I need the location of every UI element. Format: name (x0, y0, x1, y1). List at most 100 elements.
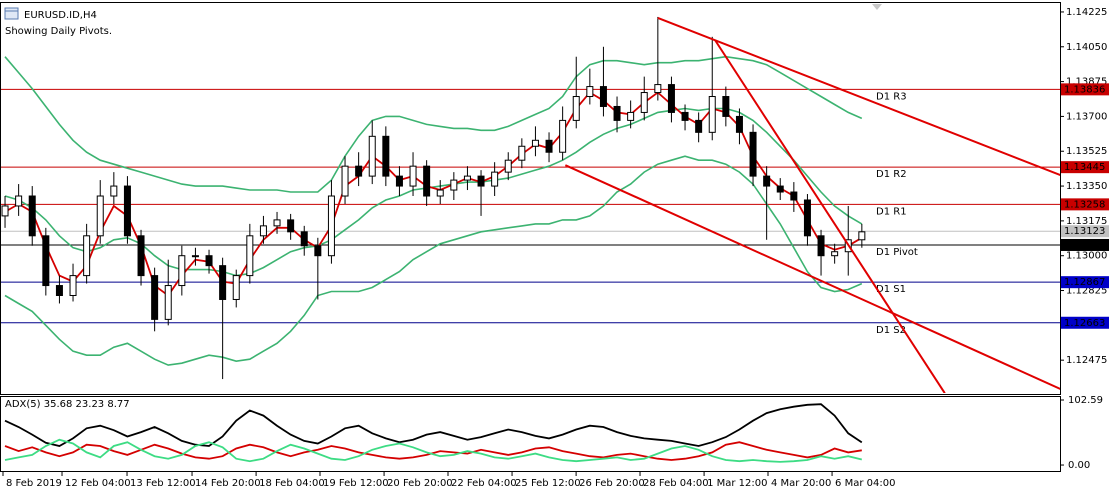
candle-body (667, 84, 675, 113)
price-box-label: 1.13054 (1064, 240, 1105, 251)
candle-body (518, 145, 526, 161)
price-box-label: 1.13836 (1064, 84, 1105, 95)
candle-body (803, 199, 811, 237)
price-box (1061, 161, 1109, 174)
candle-body (763, 175, 771, 187)
adx-panel (4, 403, 863, 463)
trend-line (714, 39, 946, 393)
chart-subtitle: Showing Daily Pivots. (5, 26, 112, 37)
price-box (1061, 316, 1109, 329)
candle-body (681, 111, 689, 121)
candle-body (586, 86, 594, 98)
candle-body (599, 86, 607, 107)
price-panel: D1 R3 D1 R2 D1 R1 D1 Pivot D1 S1 D1 S2 (0, 16, 1060, 393)
adx-frame (0, 396, 1061, 472)
indicator-line (4, 438, 863, 463)
candle-body (368, 135, 376, 177)
x-tick-label: 1 Mar 12:00 (707, 478, 767, 489)
price-box-label: 1.13445 (1064, 162, 1105, 173)
pivot-name: D1 R3 (876, 91, 907, 102)
chart-title: EURUSD.ID,H4 (24, 10, 97, 21)
candle-body (219, 265, 227, 300)
candle-body (436, 189, 444, 197)
x-tick-label: 4 Mar 20:00 (771, 478, 831, 489)
x-tick-label: 26 Feb 20:00 (579, 478, 645, 489)
candle-body (463, 175, 471, 181)
y-tick-label: 1.12825 (1066, 286, 1107, 297)
price-box (1061, 276, 1109, 289)
pivot-name: D1 R1 (876, 206, 907, 217)
y-tick-label: 1.13175 (1066, 216, 1107, 227)
candle-body (477, 175, 485, 187)
x-tick-label: 28 Feb 04:00 (643, 478, 709, 489)
y-tick-label: 1.14050 (1066, 42, 1107, 53)
candle-body (817, 235, 825, 257)
price-box-label: 1.13123 (1064, 226, 1105, 237)
y-tick-label: 1.13875 (1066, 77, 1107, 88)
candle-body (246, 235, 254, 277)
band-upper (4, 55, 863, 193)
trend-line (564, 164, 1060, 390)
candle-body (790, 191, 798, 201)
candle-body (504, 159, 512, 173)
candle-body (545, 139, 553, 153)
candle-body (151, 275, 159, 320)
candle-body (749, 131, 757, 177)
candle-body (776, 185, 784, 193)
band-middle (4, 107, 863, 277)
x-tick-label: 19 Feb 12:00 (323, 478, 389, 489)
candle-body (559, 119, 567, 153)
y2-tick-label: 0.00 (1068, 460, 1090, 471)
candle-body (191, 255, 199, 258)
x-tick-label: 18 Feb 04:00 (259, 478, 325, 489)
candle-body (110, 185, 118, 197)
price-box (1061, 238, 1109, 251)
candle-body (708, 96, 716, 133)
candle-body (259, 225, 267, 237)
candle-body (205, 255, 213, 267)
x-tick-label: 20 Feb 20:00 (387, 478, 453, 489)
candle-body (164, 285, 172, 320)
indicator-title: ADX(5) 35.68 23.23 8.77 (5, 399, 130, 410)
y-tick-label: 1.13000 (1066, 251, 1107, 262)
candle-body (96, 195, 104, 237)
x-tick-label: 12 Feb 04:00 (65, 478, 131, 489)
indicator-line (4, 441, 862, 461)
candle-body (287, 219, 295, 233)
candle-body (382, 135, 390, 177)
candle-body (395, 175, 403, 187)
x-tick-label: 13 Feb 12:00 (130, 478, 196, 489)
price-box (1061, 225, 1109, 238)
x-tick-label: 25 Feb 12:00 (515, 478, 581, 489)
candle-body (300, 231, 308, 247)
candle-body (15, 195, 23, 207)
candle-body (735, 115, 743, 133)
price-box (1061, 83, 1109, 96)
y2-tick-label: 102.59 (1068, 395, 1103, 406)
candle-body (831, 251, 839, 257)
moving-average (4, 91, 863, 297)
x-tick-label: 6 Mar 04:00 (835, 478, 895, 489)
y-tick-label: 1.12475 (1066, 355, 1107, 366)
y-tick-label: 1.13700 (1066, 111, 1107, 122)
candle-body (531, 139, 539, 147)
x-tick-label: 22 Feb 04:00 (451, 478, 517, 489)
candle-body (178, 255, 186, 287)
pivot-name: D1 S1 (876, 284, 906, 295)
candle-body (654, 84, 662, 94)
candle-body (572, 96, 580, 121)
price-box-label: 1.12867 (1064, 277, 1105, 288)
x-tick-label: 14 Feb 20:00 (195, 478, 261, 489)
candle-body (314, 245, 322, 257)
candle-body (83, 235, 91, 277)
candle-body (640, 92, 648, 113)
candle-body (55, 285, 63, 297)
trend-line (657, 16, 1060, 177)
price-box-label: 1.12663 (1064, 318, 1105, 329)
window-icon (4, 7, 19, 20)
shift-marker (872, 4, 882, 10)
candle-body (137, 235, 145, 277)
candle-body (327, 195, 335, 257)
